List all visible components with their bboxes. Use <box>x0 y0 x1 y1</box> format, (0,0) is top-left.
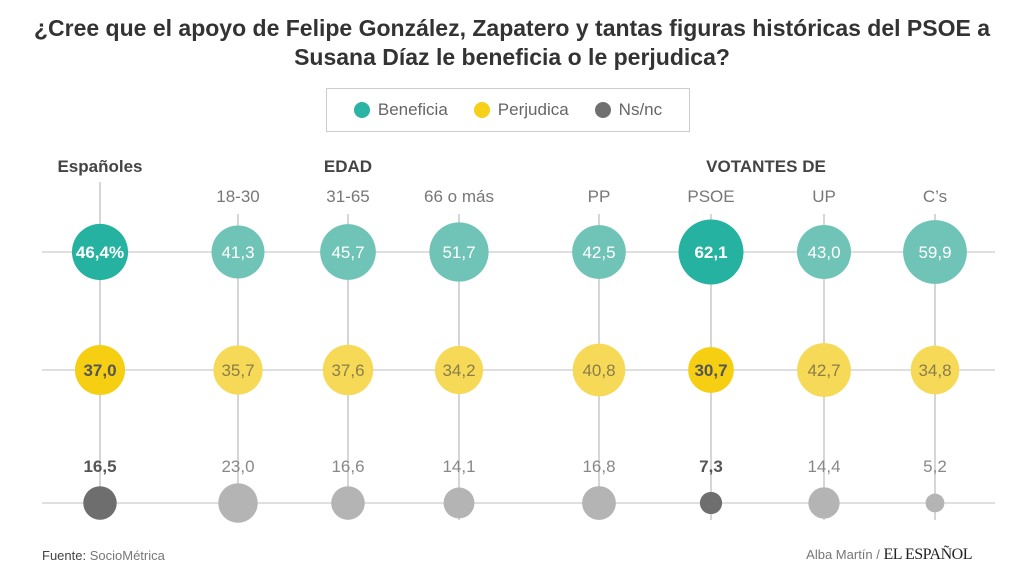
group-label: Españoles <box>57 157 142 176</box>
bubble-nsnc <box>443 487 475 519</box>
group-label: VOTANTES DE <box>706 157 826 176</box>
data-label: 35,7 <box>221 361 254 380</box>
data-label: 34,2 <box>442 361 475 380</box>
data-label: 14,4 <box>807 457 840 476</box>
group-label: EDAD <box>324 157 372 176</box>
data-label: 46,4% <box>76 243 124 262</box>
data-label: 42,7 <box>807 361 840 380</box>
data-label: 62,1 <box>694 243 727 262</box>
source-label: Fuente: <box>42 548 87 563</box>
data-label: 37,0 <box>83 361 116 380</box>
bubble-nsnc <box>808 487 840 519</box>
bubble-nsnc <box>218 483 258 523</box>
bubble-beneficia <box>903 220 967 284</box>
data-label: 42,5 <box>582 243 615 262</box>
legend-label: Perjudica <box>497 100 569 119</box>
bubble-perjudica <box>572 343 626 397</box>
legend-swatch <box>353 102 370 118</box>
source-value: SocioMétrica <box>89 548 165 563</box>
legend-item-beneficia: Beneficia <box>353 100 448 120</box>
bubble-nsnc <box>83 486 117 520</box>
data-label: 37,6 <box>331 361 364 380</box>
bubble-beneficia <box>211 225 265 279</box>
data-label: 23,0 <box>221 457 254 476</box>
category-label: UP <box>812 187 836 206</box>
credit: Alba Martín / EL ESPAÑOL <box>806 546 972 564</box>
legend-swatch <box>473 102 490 118</box>
category-label: PSOE <box>687 187 734 206</box>
data-label: 16,5 <box>83 457 116 476</box>
data-label: 43,0 <box>807 243 840 262</box>
bubble-beneficia <box>320 224 376 280</box>
bubble-perjudica <box>213 345 263 395</box>
bubble-beneficia <box>572 225 626 279</box>
legend-item-nsnc: Ns/nc <box>594 100 663 120</box>
legend: Beneficia Perjudica Ns/nc <box>326 88 690 132</box>
data-label: 5,2 <box>923 457 947 476</box>
bubble-perjudica <box>910 345 960 395</box>
chart-title: ¿Cree que el apoyo de Felipe González, Z… <box>33 15 991 70</box>
bubble-beneficia <box>429 222 489 282</box>
author: Alba Martín / <box>806 547 880 562</box>
data-label: 30,7 <box>694 361 727 380</box>
publisher-logo: EL ESPAÑOL <box>883 546 973 563</box>
data-label: 7,3 <box>699 457 723 476</box>
data-label: 51,7 <box>442 243 475 262</box>
bubble-nsnc <box>331 486 365 520</box>
bubble-nsnc <box>925 493 945 513</box>
bubble-perjudica <box>322 344 374 396</box>
bubble-perjudica <box>74 344 126 396</box>
data-label: 45,7 <box>331 243 364 262</box>
bubble-nsnc <box>582 486 616 520</box>
data-label: 16,8 <box>582 457 615 476</box>
legend-label: Ns/nc <box>618 100 663 119</box>
bubble-perjudica <box>688 347 734 393</box>
data-label: 34,8 <box>918 361 951 380</box>
legend-item-perjudica: Perjudica <box>473 100 569 120</box>
data-label: 41,3 <box>221 243 254 262</box>
bubble-beneficia <box>796 224 852 280</box>
data-label: 16,6 <box>331 457 364 476</box>
bubble-beneficia <box>71 223 129 281</box>
legend-label: Beneficia <box>377 100 448 119</box>
data-label: 40,8 <box>582 361 615 380</box>
category-label: 31-65 <box>326 187 369 206</box>
category-label: PP <box>588 187 611 206</box>
source-note: Fuente: SocioMétrica <box>42 548 165 563</box>
bubble-nsnc <box>699 491 723 515</box>
category-label: C’s <box>923 187 947 206</box>
legend-swatch <box>594 102 611 118</box>
bubble-perjudica <box>434 345 484 395</box>
category-label: 66 o más <box>424 187 494 206</box>
bubble-perjudica <box>797 343 851 397</box>
category-label: 18-30 <box>216 187 259 206</box>
data-label: 14,1 <box>442 457 475 476</box>
data-label: 59,9 <box>918 243 951 262</box>
bubble-beneficia <box>678 219 744 285</box>
